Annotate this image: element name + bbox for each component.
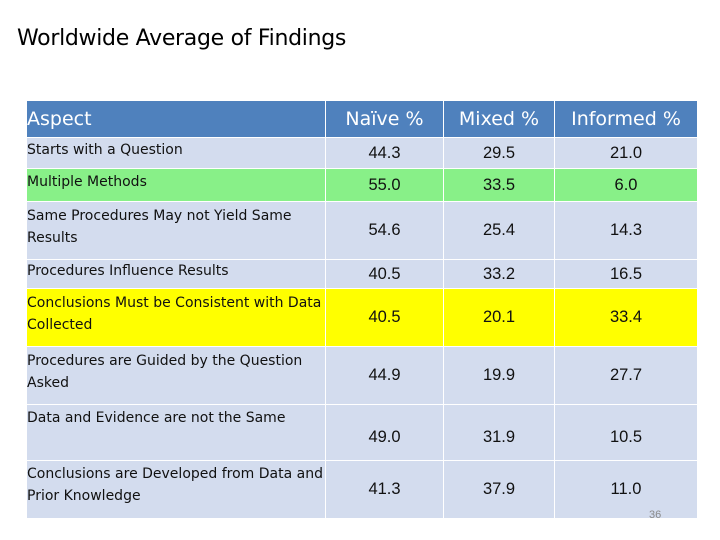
naive-value: 44.9 <box>325 346 444 405</box>
aspect-cell: Procedures are Guided by the Question As… <box>26 346 326 405</box>
table-header-row: Aspect Naïve % Mixed % Informed % <box>26 100 698 138</box>
page-number: 36 <box>649 509 662 521</box>
aspect-cell: Data and Evidence are not the Same <box>26 404 326 461</box>
table-row: Starts with a Question 44.3 29.5 21.0 <box>26 137 698 169</box>
mixed-value: 37.9 <box>443 460 555 519</box>
aspect-cell: Procedures Influence Results <box>26 259 326 289</box>
informed-value: 21.0 <box>554 137 698 169</box>
naive-value: 40.5 <box>325 259 444 289</box>
mixed-value: 33.5 <box>443 168 555 202</box>
mixed-value: 19.9 <box>443 346 555 405</box>
column-header-aspect: Aspect <box>26 100 326 138</box>
table-row: Conclusions Must be Consistent with Data… <box>26 288 698 347</box>
informed-value: 6.0 <box>554 168 698 202</box>
aspect-cell: Conclusions Must be Consistent with Data… <box>26 288 326 347</box>
column-header-informed: Informed % <box>554 100 698 138</box>
mixed-value: 33.2 <box>443 259 555 289</box>
mixed-value: 29.5 <box>443 137 555 169</box>
mixed-value: 20.1 <box>443 288 555 347</box>
table-row: Multiple Methods 55.0 33.5 6.0 <box>26 168 698 202</box>
table-row: Procedures Influence Results 40.5 33.2 1… <box>26 259 698 289</box>
aspect-cell: Starts with a Question <box>26 137 326 169</box>
naive-value: 49.0 <box>325 404 444 461</box>
table-row: Procedures are Guided by the Question As… <box>26 346 698 405</box>
informed-value: 16.5 <box>554 259 698 289</box>
table-row: Same Procedures May not Yield Same Resul… <box>26 201 698 260</box>
findings-table: Aspect Naïve % Mixed % Informed % Starts… <box>26 100 698 519</box>
naive-value: 41.3 <box>325 460 444 519</box>
aspect-cell: Same Procedures May not Yield Same Resul… <box>26 201 326 260</box>
table-row: Data and Evidence are not the Same 49.0 … <box>26 404 698 461</box>
informed-value: 33.4 <box>554 288 698 347</box>
aspect-cell: Conclusions are Developed from Data and … <box>26 460 326 519</box>
table-row: Conclusions are Developed from Data and … <box>26 460 698 519</box>
informed-value: 27.7 <box>554 346 698 405</box>
mixed-value: 25.4 <box>443 201 555 260</box>
naive-value: 54.6 <box>325 201 444 260</box>
informed-value: 11.0 <box>554 460 698 519</box>
informed-value: 10.5 <box>554 404 698 461</box>
naive-value: 44.3 <box>325 137 444 169</box>
aspect-cell: Multiple Methods <box>26 168 326 202</box>
naive-value: 55.0 <box>325 168 444 202</box>
mixed-value: 31.9 <box>443 404 555 461</box>
slide-title: Worldwide Average of Findings <box>17 26 347 51</box>
naive-value: 40.5 <box>325 288 444 347</box>
informed-value: 14.3 <box>554 201 698 260</box>
column-header-naive: Naïve % <box>325 100 444 138</box>
column-header-mixed: Mixed % <box>443 100 555 138</box>
